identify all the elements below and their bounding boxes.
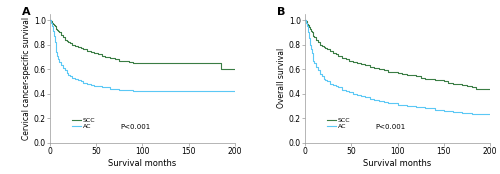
Text: P<0.001: P<0.001 — [376, 124, 406, 130]
Y-axis label: Overall survival: Overall survival — [277, 48, 286, 108]
X-axis label: Survival months: Survival months — [364, 159, 432, 168]
Text: A: A — [22, 7, 31, 17]
Y-axis label: Cervical cancer-specific survival: Cervical cancer-specific survival — [22, 17, 31, 140]
Text: B: B — [278, 7, 286, 17]
Legend: SCC, AC: SCC, AC — [72, 118, 96, 129]
X-axis label: Survival months: Survival months — [108, 159, 176, 168]
Text: P<0.001: P<0.001 — [120, 124, 150, 130]
Legend: SCC, AC: SCC, AC — [326, 118, 350, 129]
